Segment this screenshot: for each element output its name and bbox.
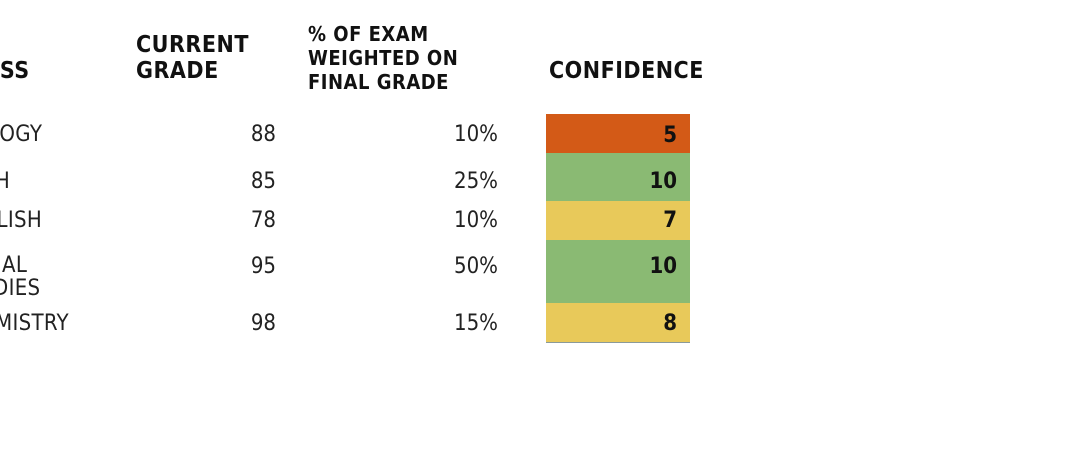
current-grade: 95 bbox=[250, 254, 276, 279]
class-name: MATH bbox=[0, 169, 11, 194]
exam-weight: 10% bbox=[454, 208, 498, 233]
confidence-cell: 10 bbox=[546, 153, 690, 201]
current-grade: 98 bbox=[250, 311, 276, 336]
header-exam-weight: % OF EXAM WEIGHTED ON FINAL GRADE bbox=[308, 22, 459, 94]
confidence-value: 5 bbox=[663, 123, 677, 148]
class-name: CHEMISTRY bbox=[0, 311, 69, 336]
class-name: BIOLOGY bbox=[0, 122, 43, 147]
current-grade: 88 bbox=[250, 122, 276, 147]
class-name: ENGLISH bbox=[0, 208, 43, 233]
confidence-value: 10 bbox=[649, 169, 677, 194]
exam-weight: 15% bbox=[454, 311, 498, 336]
confidence-cell: 8 bbox=[546, 303, 690, 342]
confidence-cell: 10 bbox=[546, 240, 690, 303]
confidence-value: 10 bbox=[649, 254, 677, 279]
current-grade: 85 bbox=[250, 169, 276, 194]
confidence-value: 8 bbox=[663, 311, 677, 336]
header-current-grade: CURRENT GRADE bbox=[136, 32, 249, 84]
header-confidence: CONFIDENCE bbox=[549, 58, 704, 84]
class-name: SOCIAL STUDIES bbox=[0, 253, 41, 301]
confidence-value: 7 bbox=[663, 208, 677, 233]
header-class: CLASS bbox=[0, 58, 30, 84]
confidence-cell: 5 bbox=[546, 114, 690, 153]
exam-weight: 50% bbox=[454, 254, 498, 279]
exam-weight: 25% bbox=[454, 169, 498, 194]
exam-weight: 10% bbox=[454, 122, 498, 147]
current-grade: 78 bbox=[250, 208, 276, 233]
table-bottom-border bbox=[546, 342, 690, 343]
confidence-cell: 7 bbox=[546, 201, 690, 240]
